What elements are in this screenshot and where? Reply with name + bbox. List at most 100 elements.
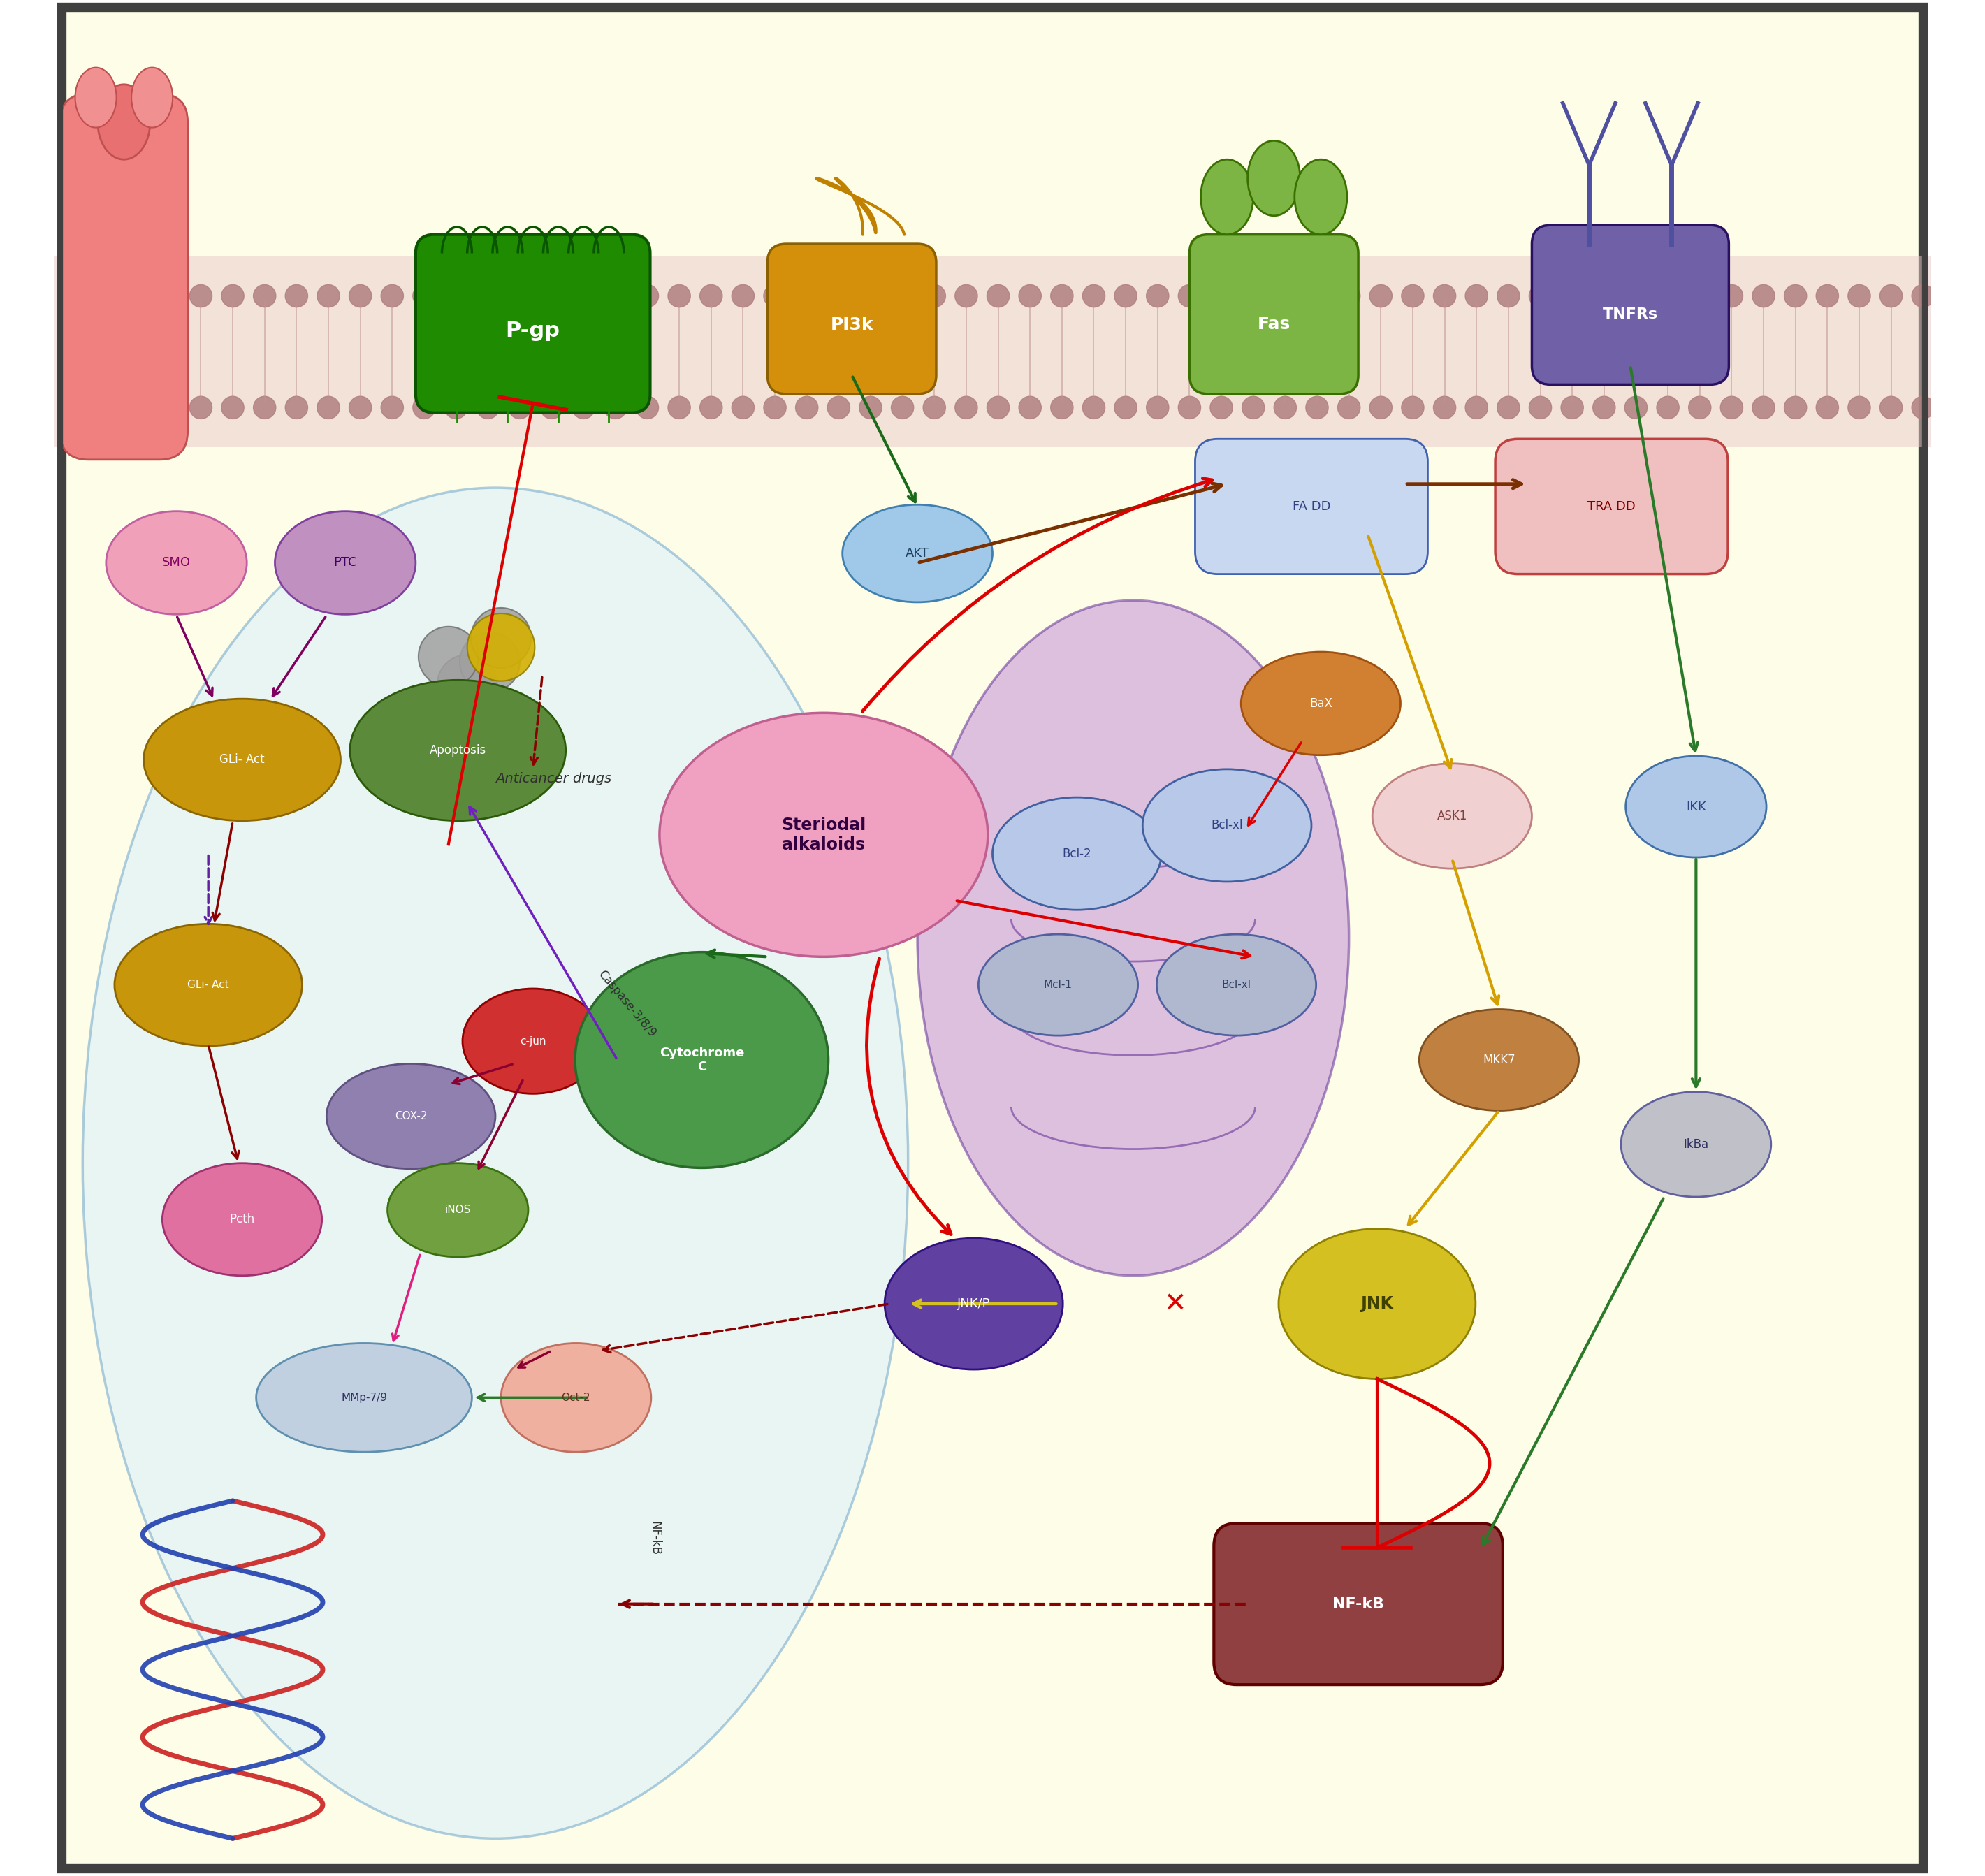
Ellipse shape <box>105 510 246 615</box>
Circle shape <box>1370 285 1391 308</box>
Text: Bcl-xl: Bcl-xl <box>1211 820 1243 831</box>
Circle shape <box>437 655 496 715</box>
Ellipse shape <box>842 505 992 602</box>
Circle shape <box>466 613 534 681</box>
Circle shape <box>1145 396 1169 418</box>
Text: IkBa: IkBa <box>1683 1139 1709 1150</box>
Circle shape <box>470 608 532 668</box>
Circle shape <box>1243 285 1264 308</box>
Ellipse shape <box>1622 1092 1771 1197</box>
Circle shape <box>764 285 786 308</box>
Text: JNK/P: JNK/P <box>957 1298 991 1309</box>
Circle shape <box>923 285 945 308</box>
Circle shape <box>1848 396 1870 418</box>
Circle shape <box>1816 285 1838 308</box>
Circle shape <box>1721 396 1743 418</box>
Circle shape <box>1082 285 1106 308</box>
Ellipse shape <box>992 797 1161 910</box>
Circle shape <box>955 396 977 418</box>
Ellipse shape <box>326 1064 496 1169</box>
Circle shape <box>508 285 532 308</box>
Ellipse shape <box>143 700 341 822</box>
Text: PTC: PTC <box>333 557 357 568</box>
Circle shape <box>157 285 181 308</box>
FancyBboxPatch shape <box>1195 439 1427 574</box>
Circle shape <box>764 396 786 418</box>
Circle shape <box>1401 396 1423 418</box>
Text: MMp-7/9: MMp-7/9 <box>341 1392 387 1403</box>
Text: Anticancer drugs: Anticancer drugs <box>496 771 611 786</box>
Text: SMO: SMO <box>163 557 191 568</box>
Circle shape <box>987 285 1010 308</box>
Circle shape <box>62 396 85 418</box>
Circle shape <box>860 396 881 418</box>
Text: GLi- Act: GLi- Act <box>187 979 228 991</box>
Circle shape <box>1018 396 1042 418</box>
Text: Pcth: Pcth <box>230 1214 254 1225</box>
Ellipse shape <box>1372 764 1532 869</box>
Circle shape <box>1433 285 1455 308</box>
Circle shape <box>413 396 435 418</box>
Ellipse shape <box>1249 141 1300 216</box>
Text: ASK1: ASK1 <box>1437 810 1467 822</box>
Text: JNK: JNK <box>1360 1296 1393 1311</box>
Text: ✕: ✕ <box>1163 1291 1185 1317</box>
FancyBboxPatch shape <box>64 9 1921 1867</box>
Text: FA DD: FA DD <box>1292 501 1330 512</box>
Circle shape <box>1114 396 1137 418</box>
Circle shape <box>1592 396 1616 418</box>
Circle shape <box>955 285 977 308</box>
Circle shape <box>732 396 754 418</box>
Circle shape <box>1401 285 1423 308</box>
Circle shape <box>923 396 945 418</box>
Circle shape <box>1880 285 1902 308</box>
Text: IKK: IKK <box>1685 801 1705 812</box>
Ellipse shape <box>885 1238 1062 1369</box>
Circle shape <box>1114 285 1137 308</box>
Circle shape <box>667 285 691 308</box>
Circle shape <box>191 285 212 308</box>
Circle shape <box>1018 285 1042 308</box>
Circle shape <box>476 396 498 418</box>
Text: COX-2: COX-2 <box>395 1111 427 1122</box>
Circle shape <box>1560 396 1584 418</box>
Text: c-jun: c-jun <box>520 1036 546 1047</box>
Circle shape <box>1370 396 1391 418</box>
FancyBboxPatch shape <box>1189 234 1358 394</box>
Circle shape <box>1338 285 1360 308</box>
Circle shape <box>701 396 723 418</box>
Circle shape <box>1274 396 1296 418</box>
Circle shape <box>286 396 308 418</box>
Ellipse shape <box>1241 653 1401 756</box>
Ellipse shape <box>256 1343 472 1452</box>
Circle shape <box>860 285 881 308</box>
Circle shape <box>1848 285 1870 308</box>
Text: Cytochrome
C: Cytochrome C <box>659 1047 744 1073</box>
Circle shape <box>1689 396 1711 418</box>
Bar <box>54 257 1931 448</box>
Circle shape <box>318 396 339 418</box>
Circle shape <box>125 396 149 418</box>
Circle shape <box>635 396 659 418</box>
Circle shape <box>461 632 520 692</box>
Circle shape <box>191 396 212 418</box>
Circle shape <box>254 285 276 308</box>
Circle shape <box>603 396 627 418</box>
Circle shape <box>419 627 478 687</box>
Circle shape <box>413 285 435 308</box>
Circle shape <box>701 285 723 308</box>
Circle shape <box>1560 285 1584 308</box>
Ellipse shape <box>349 681 566 822</box>
Circle shape <box>1211 285 1233 308</box>
Circle shape <box>1179 285 1201 308</box>
Ellipse shape <box>97 84 151 159</box>
Circle shape <box>222 396 244 418</box>
Ellipse shape <box>75 68 117 128</box>
Text: Mcl-1: Mcl-1 <box>1044 979 1072 991</box>
Ellipse shape <box>163 1163 322 1276</box>
Text: Bcl-xl: Bcl-xl <box>1221 979 1251 991</box>
Text: Steriodal
alkaloids: Steriodal alkaloids <box>782 816 865 854</box>
Circle shape <box>1785 285 1806 308</box>
Circle shape <box>1753 285 1775 308</box>
Ellipse shape <box>1157 934 1316 1036</box>
